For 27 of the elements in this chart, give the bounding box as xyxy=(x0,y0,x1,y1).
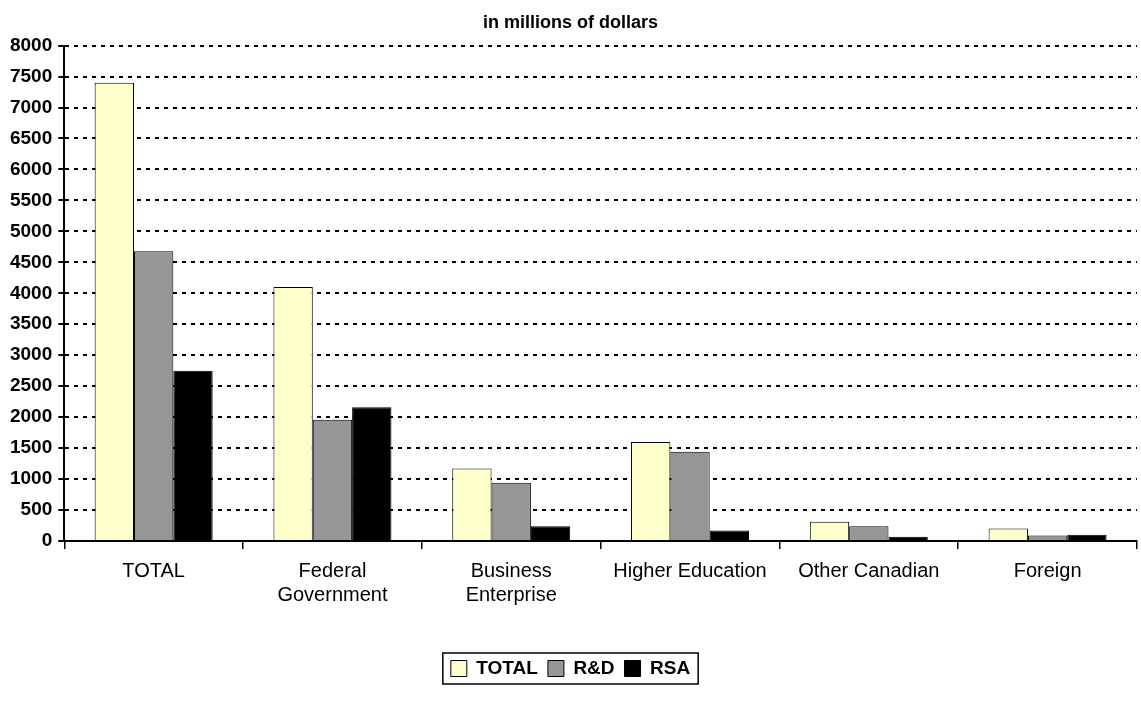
y-tick-label: 6500 xyxy=(9,126,53,148)
x-tick-label: TOTAL xyxy=(122,558,185,581)
y-tick-label: 5500 xyxy=(9,188,53,210)
y-tick-label: 7000 xyxy=(9,95,53,117)
y-tick-label: 3000 xyxy=(9,343,53,365)
y-tick-label: 3500 xyxy=(9,312,53,334)
y-tick-label: 6000 xyxy=(9,157,53,179)
y-tick-label: 2500 xyxy=(9,374,53,396)
legend-label: RSA xyxy=(650,656,691,678)
y-tick-label: 0 xyxy=(41,529,53,551)
y-tick-label: 5000 xyxy=(9,219,53,241)
y-tick-label: 2000 xyxy=(9,405,53,427)
legend-label: R&D xyxy=(573,656,615,678)
x-tick-label: Foreign xyxy=(1013,558,1082,581)
x-tick-label: Federal Government xyxy=(277,558,388,605)
y-tick-label: 1500 xyxy=(9,436,53,458)
x-tick-label: Higher Education xyxy=(613,558,767,581)
y-tick-label: 4000 xyxy=(9,281,53,303)
y-tick-label: 500 xyxy=(20,498,53,520)
y-tick-label: 8000 xyxy=(9,33,53,55)
y-tick-label: 7500 xyxy=(9,64,53,86)
x-tick-label: Other Canadian xyxy=(798,558,940,581)
legend-label: TOTAL xyxy=(476,656,539,678)
x-tick-label: Business Enterprise xyxy=(465,558,557,605)
y-tick-label: 1000 xyxy=(9,467,53,489)
y-tick-label: 4500 xyxy=(9,250,53,272)
chart-title: in millions of dollars xyxy=(482,11,659,32)
